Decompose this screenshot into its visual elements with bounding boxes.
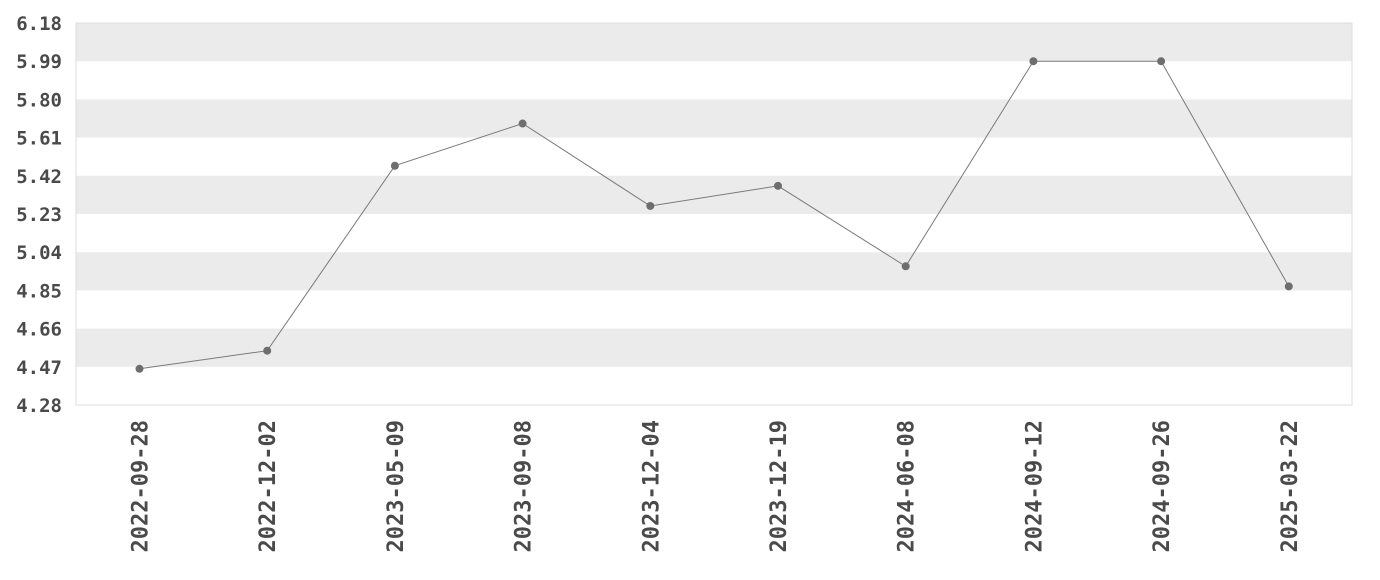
x-tick-label: 2023-05-09 (384, 420, 409, 552)
x-tick-label: 2023-12-04 (639, 420, 664, 552)
data-point (135, 364, 144, 373)
y-tick-label: 6.18 (16, 13, 62, 35)
y-tick-label: 4.47 (16, 357, 62, 379)
plot-frame (75, 22, 1353, 406)
y-tick-label: 5.61 (16, 128, 62, 150)
data-point (774, 181, 782, 190)
x-tick-label: 2024-06-08 (895, 420, 920, 552)
grid-band (76, 175, 1352, 214)
data-point (263, 346, 272, 355)
data-point (1029, 57, 1038, 66)
grid-band (76, 99, 1352, 138)
data-point (646, 201, 655, 210)
y-tick-label: 5.23 (16, 204, 62, 226)
x-axis: 2022-09-28 2022-12-02 2023-05-09 2023-09-08… (129, 420, 1303, 552)
y-tick-label: 4.66 (16, 319, 62, 341)
y-tick-label: 5.99 (16, 51, 62, 73)
data-point (390, 161, 399, 170)
x-tick-label: 2022-09-28 (129, 420, 154, 552)
data-point (1157, 57, 1166, 66)
y-tick-label: 5.04 (16, 242, 62, 264)
x-tick-label: 2025-03-22 (1278, 420, 1303, 552)
data-points (135, 57, 1293, 373)
x-tick-label: 2023-09-08 (512, 420, 537, 552)
y-tick-label: 4.85 (16, 280, 62, 302)
data-point (518, 119, 527, 128)
grid-band (76, 328, 1352, 367)
x-tick-label: 2024-09-26 (1150, 420, 1175, 552)
x-tick-label: 2024-09-12 (1022, 420, 1047, 552)
y-tick-label: 5.80 (16, 89, 62, 111)
series-line (139, 60, 1290, 370)
y-tick-label: 5.42 (16, 166, 62, 188)
grid-band (76, 252, 1352, 291)
y-axis: 4.28 4.47 4.66 4.85 5.04 5.23 5.42 5.61 5.80 5.99… (16, 13, 62, 417)
x-tick-label: 2022-12-02 (256, 420, 281, 552)
x-tick-label: 2023-12-19 (767, 420, 792, 552)
y-tick-label: 4.28 (16, 395, 62, 417)
grid-band (76, 23, 1352, 62)
data-point (901, 262, 910, 271)
data-point (1284, 282, 1293, 291)
grid-bands (76, 23, 1352, 367)
